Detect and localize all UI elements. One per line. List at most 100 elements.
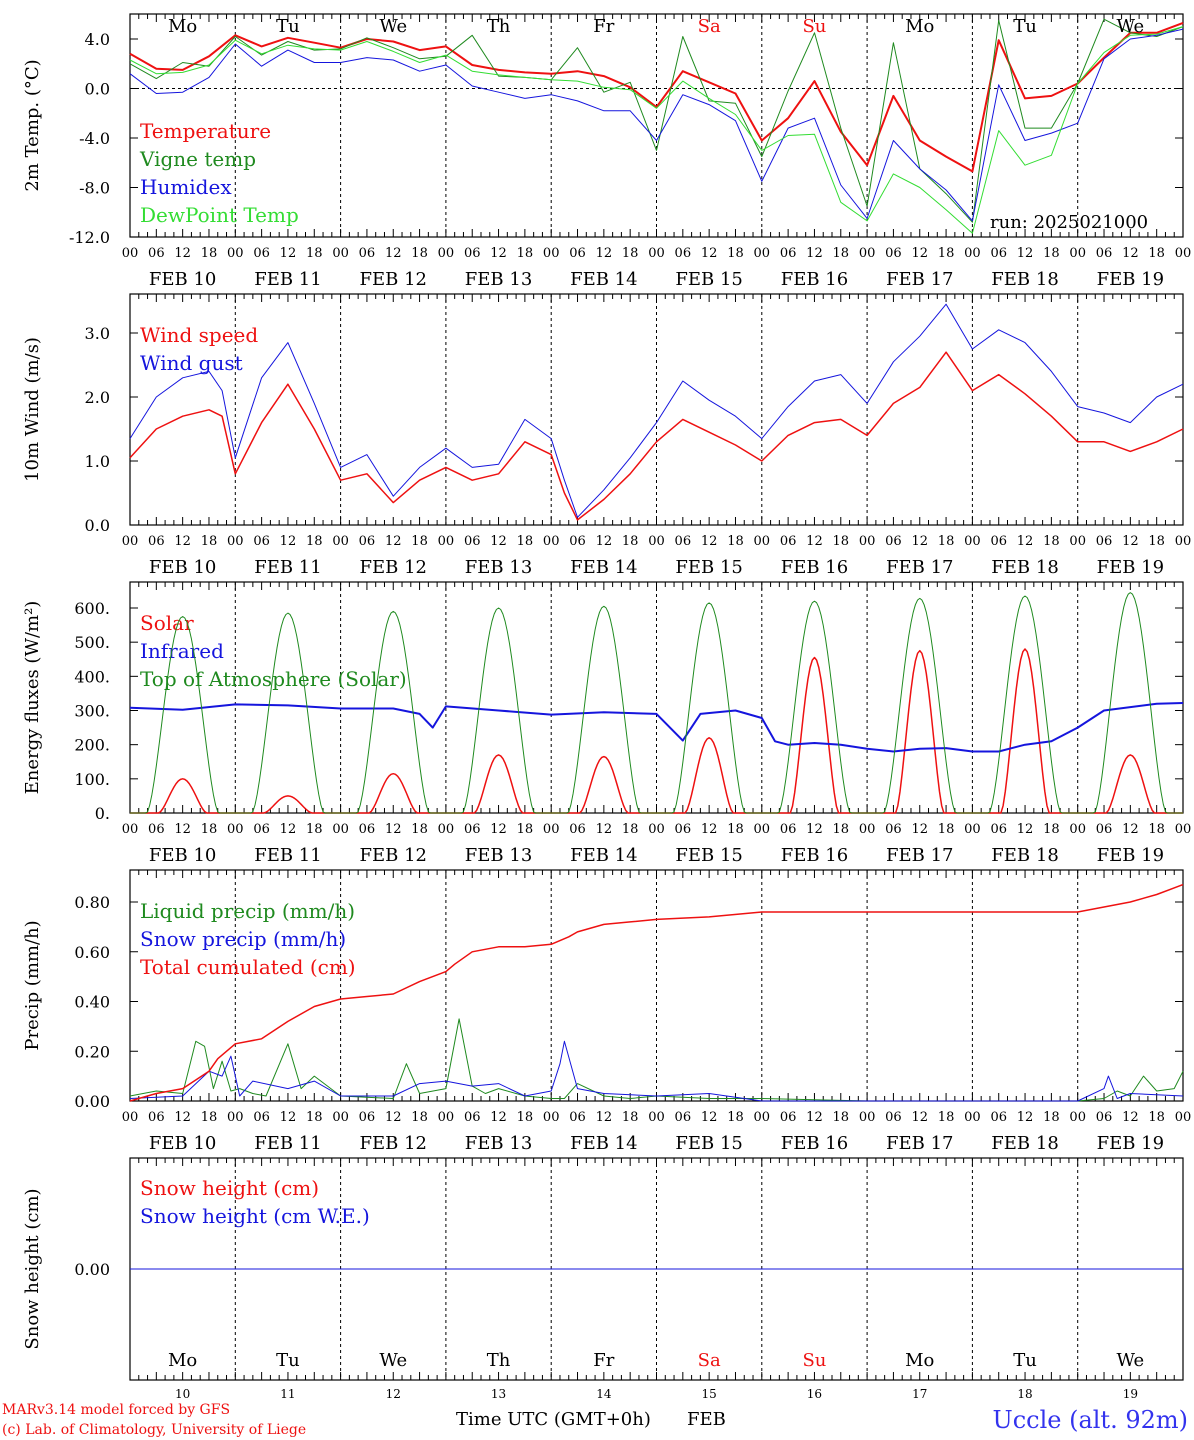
hour-label: 18 (201, 534, 218, 549)
hour-label: 00 (438, 822, 455, 837)
hour-label: 12 (174, 822, 191, 837)
date-label: FEB 18 (991, 557, 1058, 578)
series-total-cumulated-cm (129, 883, 1184, 1102)
date-label: FEB 17 (886, 269, 953, 290)
hour-label: 12 (806, 246, 823, 261)
y-tick-label: 0.00 (74, 1092, 110, 1111)
hour-label: 06 (464, 1110, 481, 1125)
hour-label: 06 (148, 822, 165, 837)
hour-label: 18 (517, 534, 534, 549)
date-label: FEB 10 (149, 1133, 216, 1154)
hour-label: 06 (569, 246, 586, 261)
hour-label: 12 (701, 1110, 718, 1125)
hour-label: 12 (596, 1110, 613, 1125)
hour-label: 00 (438, 1110, 455, 1125)
hour-label: 00 (754, 534, 771, 549)
hour-label: 12 (911, 822, 928, 837)
hour-label: 18 (306, 246, 323, 261)
hour-label: 06 (885, 822, 902, 837)
y-tick-label: -4.0 (79, 129, 110, 148)
hour-label: 06 (675, 1110, 692, 1125)
hour-label: 06 (1096, 1110, 1113, 1125)
date-label: FEB 14 (570, 845, 637, 866)
y-tick-label: 600. (74, 599, 110, 618)
legend-entry: Liquid precip (mm/h) (140, 899, 355, 923)
legend-entry: Wind gust (140, 351, 243, 375)
hour-label: 00 (1069, 246, 1086, 261)
legend-entry: Wind speed (140, 323, 258, 347)
hour-label: 12 (385, 822, 402, 837)
date-label: FEB 18 (991, 1133, 1058, 1154)
hour-label: 18 (622, 1110, 639, 1125)
hour-label: 12 (490, 246, 507, 261)
date-label: FEB 19 (1097, 557, 1164, 578)
hour-label: 12 (596, 246, 613, 261)
hour-label: 18 (833, 1110, 850, 1125)
y-axis-label: Energy fluxes (W/m²) (22, 601, 43, 795)
hour-label: 06 (675, 246, 692, 261)
hour-label: 18 (833, 822, 850, 837)
hour-label: 00 (1069, 822, 1086, 837)
legend-entry: Snow height (cm) (140, 1176, 319, 1200)
hour-label: 18 (201, 246, 218, 261)
y-tick-label: -12.0 (69, 228, 110, 247)
hour-label: 18 (833, 534, 850, 549)
hour-label: 12 (911, 534, 928, 549)
hour-label: 12 (596, 534, 613, 549)
hour-label: 18 (727, 822, 744, 837)
series-humidex (129, 28, 1184, 222)
day-label: Sa (698, 16, 721, 37)
date-label: FEB 11 (254, 845, 321, 866)
hour-label: 18 (517, 246, 534, 261)
date-label: FEB 12 (360, 1133, 427, 1154)
hour-label: 12 (911, 1110, 928, 1125)
hour-label: 18 (1148, 246, 1165, 261)
hour-label: 18 (1043, 822, 1060, 837)
hour-label: 00 (648, 534, 665, 549)
hour-label: 06 (675, 534, 692, 549)
hour-label: 18 (411, 1110, 428, 1125)
hour-label: 18 (622, 822, 639, 837)
hour-label: 06 (569, 822, 586, 837)
footer: MARv3.14 model forced by GFS (c) Lab. of… (2, 1402, 1188, 1438)
hour-label: 12 (490, 822, 507, 837)
hour-label: 12 (1122, 822, 1139, 837)
y-axis-label: 10m Wind (m/s) (22, 337, 43, 482)
hour-label: 00 (859, 246, 876, 261)
hour-label: 06 (253, 1110, 270, 1125)
hour-label: 12 (385, 246, 402, 261)
y-tick-label: 0.40 (74, 993, 110, 1012)
series-infrared (129, 702, 1184, 753)
y-tick-label: 0.20 (74, 1042, 110, 1061)
y-tick-label: 500. (74, 633, 110, 652)
day-number: 13 (491, 1387, 506, 1401)
date-label: FEB 16 (781, 1133, 848, 1154)
hour-label: 18 (1148, 534, 1165, 549)
y-axis-label: Precip (mm/h) (22, 920, 43, 1050)
day-label: Mo (905, 1350, 934, 1371)
hour-label: 06 (359, 1110, 376, 1125)
hour-label: 06 (148, 1110, 165, 1125)
series-top-of-atmosphere-solar (130, 592, 1183, 814)
hour-label: 18 (201, 1110, 218, 1125)
hour-label: 00 (543, 822, 560, 837)
hour-label: 00 (1175, 534, 1192, 549)
date-label: FEB 17 (886, 557, 953, 578)
y-tick-label: 0. (95, 804, 110, 823)
hour-label: 12 (596, 822, 613, 837)
y-axis-label: Snow height (cm) (22, 1188, 43, 1349)
hour-label: 00 (543, 246, 560, 261)
y-tick-label: 400. (74, 667, 110, 686)
hour-label: 12 (806, 534, 823, 549)
hour-label: 06 (464, 246, 481, 261)
hour-label: 12 (701, 246, 718, 261)
hour-label: 12 (701, 822, 718, 837)
date-label: FEB 11 (254, 269, 321, 290)
date-label: FEB 15 (675, 1133, 742, 1154)
day-number: 19 (1123, 1387, 1138, 1401)
hour-label: 12 (280, 1110, 297, 1125)
hour-label: 12 (1017, 822, 1034, 837)
day-label: Mo (168, 1350, 197, 1371)
y-tick-label: -8.0 (79, 179, 110, 198)
date-label: FEB 12 (360, 269, 427, 290)
